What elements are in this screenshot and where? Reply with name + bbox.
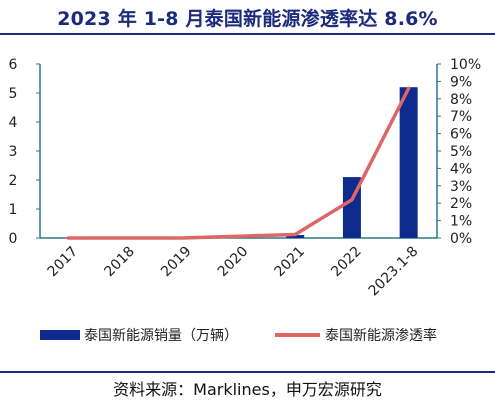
bar (286, 235, 305, 238)
footer-divider (0, 371, 495, 373)
chart: 0 1 2 3 4 5 6 0%1% 2%3% 4%5%6% 7%8% 9%10% 2017 2018… (9, 57, 482, 344)
x-axis-tick-label: 2017 (45, 244, 82, 281)
line-point (408, 87, 410, 89)
right-axis-tick-label: 4% (450, 161, 472, 177)
left-axis-tick-label: 6 (9, 57, 18, 73)
title-divider (0, 33, 495, 35)
right-axis-tick-label: 9% (450, 74, 472, 90)
legend-line-label: 泰国新能源渗透率 (325, 327, 437, 344)
legend-bar-swatch (40, 330, 80, 340)
left-axis-tick-label: 1 (9, 202, 18, 218)
line-point (238, 235, 239, 237)
right-axis-tick-label: 1% (450, 214, 472, 230)
right-axis-tick-label: 7% (450, 109, 472, 125)
bar (399, 87, 418, 238)
right-axis-tick-label: 8% (450, 92, 472, 108)
chart-title: 2023 年 1-8 月泰国新能源渗透率达 8.6% (57, 8, 438, 30)
x-axis-tick-label: 2023.1-8 (366, 244, 422, 300)
left-axis-tick-label: 2 (9, 173, 18, 189)
x-axis-tick-label: 2019 (158, 244, 195, 281)
right-axis-tick-label: 3% (450, 179, 472, 195)
source-note: 资料来源：Marklines，申万宏源研究 (113, 380, 382, 399)
right-axis-tick-label: 6% (450, 127, 472, 143)
x-axis-tick-label: 2018 (101, 244, 138, 281)
line-point (294, 234, 296, 236)
right-axis-tick-label: 10% (450, 57, 481, 73)
line-point (351, 199, 353, 201)
line-point (124, 237, 126, 239)
legend-bar-label: 泰国新能源销量（万辆） (84, 328, 238, 344)
right-axis-tick-label: 0% (450, 231, 472, 247)
left-axis-tick-label: 4 (9, 115, 18, 131)
left-axis-tick-label: 3 (9, 144, 18, 160)
x-axis-tick-label: 2021 (272, 244, 309, 281)
x-axis-tick-label: 2020 (215, 244, 252, 281)
right-axis-tick-label: 5% (450, 144, 472, 160)
right-axis-tick-label: 2% (450, 196, 472, 212)
left-axis-tick-label: 0 (9, 231, 18, 247)
line-point (181, 237, 183, 239)
line-point (67, 237, 69, 239)
x-axis-tick-label: 2022 (328, 244, 365, 281)
left-axis-tick-label: 5 (9, 86, 18, 102)
